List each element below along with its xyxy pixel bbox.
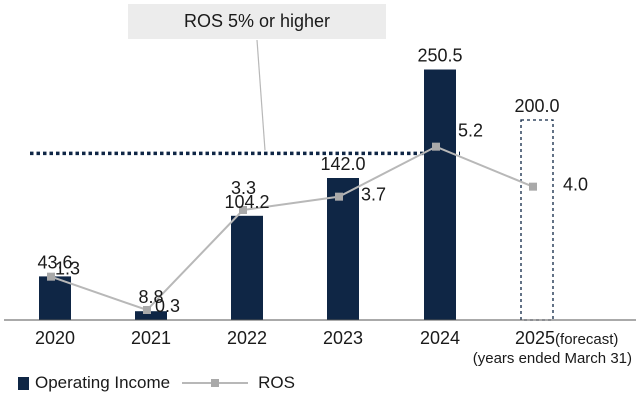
bar-value-label: 8.8: [138, 287, 163, 307]
ros-marker-2020: [47, 272, 55, 281]
x-tick-label: 2022: [227, 328, 267, 348]
bar-value-label: 43.6: [37, 252, 72, 272]
bar-2020: [39, 276, 71, 320]
ros-value-label: 5.2: [458, 121, 483, 141]
bar-value-label: 142.0: [320, 154, 365, 174]
ros-marker-2025(forecast): [529, 182, 537, 191]
legend-line-swatch: [182, 376, 249, 390]
bar-2023: [327, 178, 359, 320]
target-callout-box: [128, 4, 386, 39]
legend-line-label: ROS: [258, 373, 295, 392]
x-tick-label: 2024: [420, 328, 460, 348]
ros-value-label: 3.7: [361, 185, 386, 205]
x-tick-label: 2023: [323, 328, 363, 348]
ros-line: [50, 145, 534, 312]
ros-value-label: 3.3: [231, 178, 256, 198]
ros-value-label: 0.3: [155, 296, 180, 316]
x-tick-label: 2021: [131, 328, 171, 348]
ros-marker-2022: [239, 206, 247, 214]
bar-value-label: 200.0: [514, 96, 559, 116]
ros-value-label: 4.0: [563, 175, 588, 195]
bar-2021: [135, 311, 167, 320]
ros-marker-2024: [432, 142, 440, 151]
legend: Operating Income ROS: [18, 372, 295, 394]
bar-value-label: 104.2: [224, 192, 269, 212]
callout-pointer: [256, 39, 266, 151]
ros-marker-2021: [143, 306, 151, 314]
bar-2024: [424, 69, 456, 320]
ros-marker-2023: [335, 192, 343, 201]
x-tick-label: 2020: [35, 328, 75, 348]
fiscal-year-note: (years ended March 31): [472, 350, 632, 367]
ros-value-label: 1.3: [55, 259, 80, 279]
bar-forecast: [520, 119, 554, 321]
bar-2022: [231, 215, 263, 320]
bar-value-label: 250.5: [417, 46, 462, 66]
legend-bar-swatch: [18, 376, 29, 390]
legend-line-marker: [211, 379, 220, 387]
target-callout-text: ROS 5% or higher: [183, 11, 331, 31]
legend-bar-label: Operating Income: [35, 373, 171, 392]
x-tick-label-forecast: 2025(forecast): [515, 328, 618, 348]
